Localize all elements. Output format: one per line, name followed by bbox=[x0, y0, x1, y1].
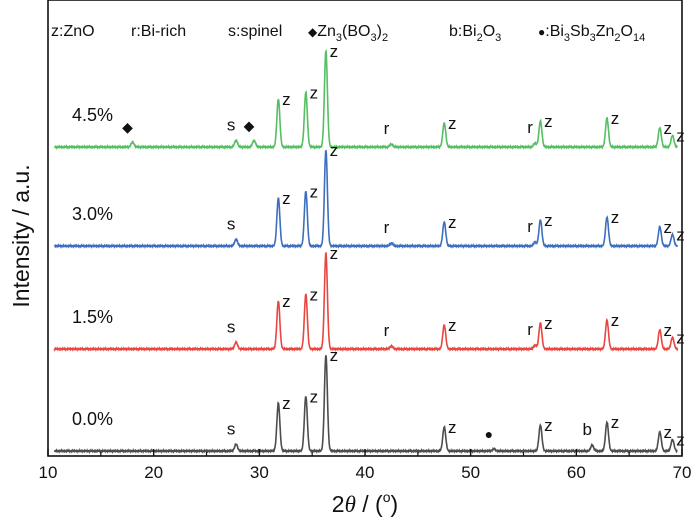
x-axis-label-degree: o bbox=[383, 489, 391, 505]
peak-label-7-s1: z bbox=[448, 418, 457, 437]
legend-item-4: ◆Zn3(BO3)2 bbox=[308, 23, 388, 44]
peak-label-9-s4: r bbox=[527, 118, 533, 137]
legend-item-1: z:ZnO bbox=[51, 23, 95, 40]
x-axis-label-unit-close: ) bbox=[391, 491, 399, 517]
peak-label-14-s4: z bbox=[676, 126, 685, 145]
peak-label-14-s2: z bbox=[676, 328, 685, 347]
legend-marker-4: ◆ bbox=[308, 25, 318, 39]
peak-label-10-s4: z bbox=[544, 112, 553, 131]
peak-label-13-s2: z bbox=[664, 321, 673, 340]
series-line-1 bbox=[53, 355, 678, 455]
peak-label-12-s2: z bbox=[611, 311, 620, 330]
x-tick-label-10: 10 bbox=[39, 463, 58, 482]
peak-label-1-s4: s bbox=[227, 115, 236, 134]
legend-item-3: s:spinel bbox=[228, 23, 282, 40]
x-tick-label-60: 60 bbox=[567, 463, 586, 482]
peak-label-7-s2: z bbox=[448, 316, 457, 335]
peak-label-12-s4: z bbox=[611, 109, 620, 128]
peak-label-1-s3: s bbox=[227, 214, 236, 233]
legend: z:ZnO r:Bi-rich s:spinel ◆Zn3(BO3)2 b:Bi2O3 ●… bbox=[51, 23, 645, 44]
y-axis-label: Intensity / a.u. bbox=[8, 164, 34, 307]
peak-label-5-s4: z bbox=[330, 42, 339, 61]
series-line-2 bbox=[53, 251, 679, 353]
peak-label-4-s2: z bbox=[310, 285, 319, 304]
legend-item-5: b:Bi2O3 bbox=[449, 23, 501, 44]
peak-label-10-s1: z bbox=[544, 416, 553, 435]
peak-label-5-s2: z bbox=[330, 244, 339, 263]
peak-label-3-s4: z bbox=[282, 90, 291, 109]
peak-label-6-s3: r bbox=[384, 218, 390, 237]
peak-label-13-s1: z bbox=[664, 423, 673, 442]
peak-label-3-s2: z bbox=[282, 292, 291, 311]
x-tick-label-40: 40 bbox=[356, 463, 375, 482]
series-label-3: 3.0% bbox=[72, 204, 113, 224]
plot-frame bbox=[47, 0, 683, 457]
x-axis-label-unit-open: / ( bbox=[356, 491, 383, 517]
x-tick-label-20: 20 bbox=[144, 463, 163, 482]
peak-label-12-s3: z bbox=[611, 208, 620, 227]
peak-label-10-s3: z bbox=[544, 211, 553, 230]
x-tick-label-70: 70 bbox=[673, 463, 692, 482]
peak-label-6-s4: r bbox=[384, 119, 390, 138]
x-tick-label-30: 30 bbox=[250, 463, 269, 482]
peak-label-2-s4: ◆ bbox=[244, 117, 255, 133]
legend-item-6: ●:Bi3Sb3Zn2O14 bbox=[538, 23, 645, 44]
peak-label-5-s3: z bbox=[330, 141, 339, 160]
peak-label-5-s1: z bbox=[330, 346, 339, 365]
x-axis-label-theta: θ bbox=[345, 492, 356, 517]
x-axis-label: 2θ / (o) bbox=[332, 489, 398, 517]
peak-label-3-s1: z bbox=[282, 394, 291, 413]
peak-label-14-s3: z bbox=[676, 225, 685, 244]
series-label-2: 1.5% bbox=[72, 307, 113, 327]
peak-label-3-s3: z bbox=[282, 189, 291, 208]
peak-label-7-s3: z bbox=[448, 213, 457, 232]
peak-label-1-s2: s bbox=[227, 317, 236, 336]
peak-label-8-s1: ● bbox=[485, 426, 493, 442]
peak-label-4-s3: z bbox=[310, 182, 319, 201]
peak-label-14-s1: z bbox=[676, 430, 685, 449]
peak-label-6-s2: r bbox=[384, 321, 390, 340]
legend-marker-6: ● bbox=[538, 25, 545, 39]
series-layer bbox=[53, 48, 679, 455]
peak-label-13-s4: z bbox=[664, 119, 673, 138]
peak-label-0-s4: ◆ bbox=[122, 119, 133, 135]
peak-label-12-s1: z bbox=[611, 413, 620, 432]
peak-label-4-s4: z bbox=[310, 83, 319, 102]
peak-label-9-s3: r bbox=[527, 217, 533, 236]
peak-label-1-s1: s bbox=[227, 419, 236, 438]
peak-label-11-s1: b bbox=[582, 420, 591, 439]
series-line-3 bbox=[53, 149, 679, 250]
series-label-4: 4.5% bbox=[72, 105, 113, 125]
peak-label-4-s1: z bbox=[310, 387, 319, 406]
peak-label-7-s4: z bbox=[448, 114, 457, 133]
peak-label-9-s2: r bbox=[527, 320, 533, 339]
legend-item-2: r:Bi-rich bbox=[131, 23, 186, 40]
peak-label-10-s2: z bbox=[544, 314, 553, 333]
x-axis-ticks: 10 20 30 40 50 60 70 bbox=[39, 449, 692, 482]
series-line-4 bbox=[53, 48, 678, 151]
x-tick-label-50: 50 bbox=[461, 463, 480, 482]
peak-label-13-s3: z bbox=[664, 218, 673, 237]
x-axis-label-prefix: 2 bbox=[332, 491, 345, 517]
series-label-1: 0.0% bbox=[72, 409, 113, 429]
